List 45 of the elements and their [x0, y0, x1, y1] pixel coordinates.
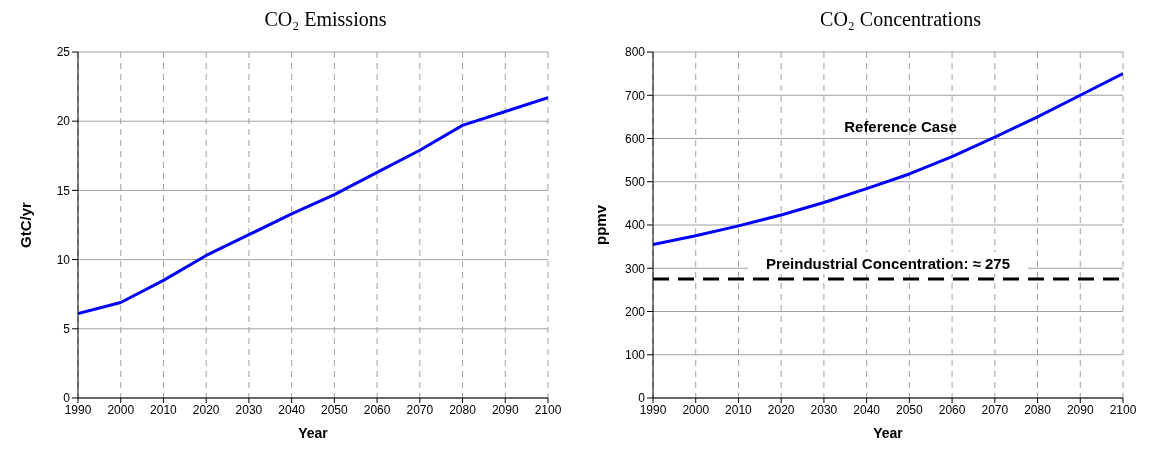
y-axis-title: GtC/yr	[17, 201, 35, 248]
x-tick-label: 2000	[682, 402, 710, 417]
x-tick-label: 2100	[1109, 402, 1137, 417]
x-tick-label: 2030	[810, 402, 838, 417]
y-tick-label: 500	[624, 175, 646, 190]
x-tick-label: 2080	[449, 402, 477, 417]
x-tick-label: 2060	[938, 402, 966, 417]
ref-line-label: Preindustrial Concentration: ≈ 275	[765, 255, 1011, 273]
line-series	[653, 72, 1123, 246]
x-tick-label: 2100	[534, 402, 562, 417]
x-tick-label: 2050	[321, 402, 349, 417]
x-tick-label: 2090	[1066, 402, 1094, 417]
x-tick-label: 2070	[981, 402, 1009, 417]
y-tick-label: 20	[56, 114, 71, 129]
x-tick-label: 2030	[235, 402, 263, 417]
x-tick-label: 2040	[853, 402, 881, 417]
y-tick-label: 100	[624, 348, 646, 363]
x-tick-label: 2080	[1024, 402, 1052, 417]
y-tick-label: 400	[624, 218, 646, 233]
annotation: Reference Case	[844, 118, 957, 135]
x-tick-label: 2020	[192, 402, 220, 417]
y-tick-label: 10	[56, 252, 71, 267]
y-tick-label: 300	[624, 261, 646, 276]
x-tick-label: 2010	[725, 402, 753, 417]
x-tick-label: 2090	[491, 402, 519, 417]
x-axis-title: Year	[298, 425, 329, 441]
chart-title: CO₂ Emissions	[263, 8, 388, 32]
y-tick-label: 15	[56, 183, 71, 198]
x-tick-label: 2050	[896, 402, 924, 417]
y-tick-label: 5	[63, 322, 71, 337]
x-tick-label: 2010	[150, 402, 178, 417]
y-tick-label: 600	[624, 131, 646, 146]
y-tick-label: 700	[624, 88, 646, 103]
y-axis-title: ppmv	[592, 204, 610, 246]
x-tick-label: 2020	[767, 402, 795, 417]
y-tick-label: 800	[624, 45, 646, 60]
x-tick-label: 2000	[107, 402, 135, 417]
x-axis-title: Year	[873, 425, 904, 441]
x-tick-label: 2040	[278, 402, 306, 417]
chart-title: CO₂ Concentrations	[819, 8, 982, 32]
line-series	[78, 96, 548, 316]
y-tick-label: 200	[624, 304, 646, 319]
y-tick-label: 25	[56, 45, 71, 60]
x-tick-label: 2060	[363, 402, 391, 417]
x-tick-label: 2070	[406, 402, 434, 417]
